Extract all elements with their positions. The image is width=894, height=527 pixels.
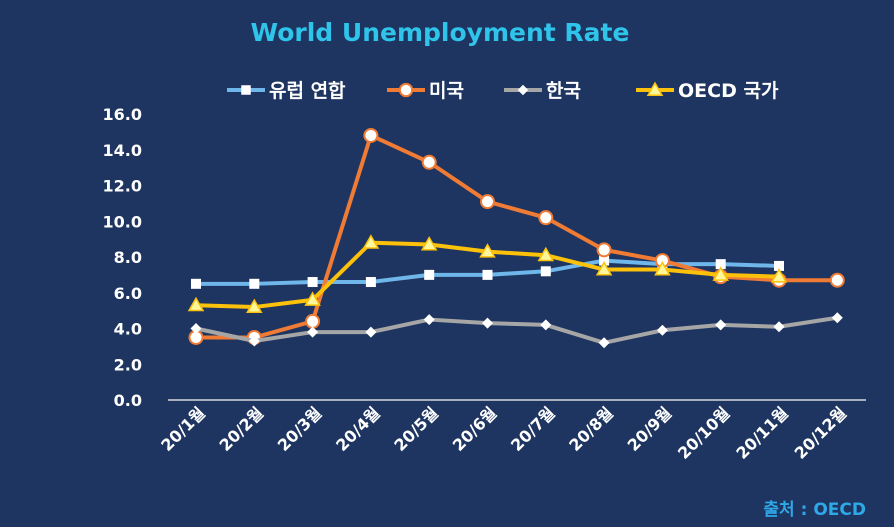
data-point-circle xyxy=(305,313,321,329)
data-point-diamond xyxy=(773,321,785,333)
y-tick-label: 10.0 xyxy=(103,212,142,231)
legend-label: OECD 국가 xyxy=(678,80,779,102)
y-tick-label: 8.0 xyxy=(114,248,142,267)
data-point-diamond xyxy=(540,319,552,331)
data-point-square xyxy=(482,269,493,280)
x-axis: 20/1월 20/2월 20/3월 20/4월 20/5월 20/6월 20/7월 20/8월… xyxy=(157,403,850,462)
x-tick-label: 20/9월 xyxy=(624,403,676,455)
series-layer xyxy=(187,127,845,349)
data-point-square xyxy=(241,85,251,95)
x-tick-label: 20/12월 xyxy=(791,403,850,462)
data-point-triangle xyxy=(479,243,496,258)
data-point-square xyxy=(424,269,435,280)
data-point-square xyxy=(365,277,376,288)
data-point-diamond xyxy=(307,326,319,338)
y-tick-label: 4.0 xyxy=(114,320,142,339)
data-point-circle xyxy=(829,272,845,288)
data-point-square xyxy=(249,278,260,289)
x-tick-label: 20/6월 xyxy=(449,403,501,455)
y-tick-label: 12.0 xyxy=(103,177,142,196)
y-tick-label: 2.0 xyxy=(114,355,142,374)
legend-item: 유럽 연합 xyxy=(227,80,346,102)
data-point-triangle xyxy=(770,268,788,283)
x-tick-label: 20/4월 xyxy=(332,403,384,455)
data-point-circle xyxy=(398,82,414,98)
y-tick-label: 14.0 xyxy=(103,141,142,160)
legend-label: 한국 xyxy=(546,80,581,102)
data-point-square xyxy=(774,260,784,271)
data-point-circle xyxy=(480,194,495,210)
data-point-triangle xyxy=(362,234,380,249)
data-point-diamond xyxy=(423,314,435,326)
data-point-diamond xyxy=(656,324,668,336)
data-point-triangle xyxy=(304,291,321,306)
series-line xyxy=(194,315,840,345)
y-axis: 0.0 2.0 4.0 6.0 8.0 10.0 12.0 14.0 16.0 xyxy=(103,105,142,410)
data-point-diamond xyxy=(598,337,610,349)
series-circle xyxy=(188,127,845,345)
y-tick-label: 6.0 xyxy=(114,284,142,303)
data-point-diamond xyxy=(482,317,493,329)
data-point-diamond xyxy=(715,319,727,331)
data-point-diamond xyxy=(190,323,202,334)
data-point-square xyxy=(715,259,726,270)
data-point-square xyxy=(191,278,201,289)
data-point-square xyxy=(307,277,318,288)
legend-label: 유럽 연합 xyxy=(269,80,346,102)
chart-title: World Unemployment Rate xyxy=(251,18,630,47)
data-point-triangle xyxy=(420,235,438,251)
x-tick-label: 20/8월 xyxy=(565,403,617,455)
data-point-diamond xyxy=(365,326,377,338)
data-point-triangle xyxy=(595,261,613,276)
legend-item: OECD 국가 xyxy=(636,80,779,102)
data-point-triangle xyxy=(537,246,555,262)
data-point-diamond xyxy=(517,84,529,96)
data-point-square xyxy=(540,266,551,277)
x-tick-label: 20/2월 xyxy=(216,403,268,455)
data-point-triangle xyxy=(654,261,671,276)
y-tick-label: 0.0 xyxy=(114,391,142,410)
x-tick-label: 20/10월 xyxy=(674,403,733,462)
source-note: 출처 : OECD xyxy=(763,500,866,520)
data-point-triangle xyxy=(246,298,263,314)
legend-label: 미국 xyxy=(429,80,464,102)
data-point-triangle xyxy=(187,296,205,312)
data-point-circle xyxy=(421,154,437,170)
series-diamond xyxy=(190,312,843,349)
data-point-circle xyxy=(363,127,379,143)
legend-item: 한국 xyxy=(504,80,581,102)
data-point-triangle xyxy=(646,81,664,96)
x-tick-label: 20/5월 xyxy=(390,403,442,455)
x-tick-label: 20/11월 xyxy=(732,403,791,462)
x-tick-label: 20/1월 xyxy=(157,403,209,455)
y-tick-label: 16.0 xyxy=(103,105,142,124)
series-triangle xyxy=(187,234,788,314)
legend-item: 미국 xyxy=(387,80,464,102)
data-point-circle xyxy=(538,210,554,226)
data-point-diamond xyxy=(248,335,260,347)
x-tick-label: 20/3월 xyxy=(274,403,326,455)
legend: 유럽 연합 미국 한국 OECD 국가 xyxy=(227,80,779,102)
series-line xyxy=(194,133,840,340)
data-point-square xyxy=(599,255,610,266)
data-point-triangle xyxy=(712,266,729,281)
x-tick-label: 20/7월 xyxy=(507,403,559,455)
data-point-circle xyxy=(596,242,612,258)
data-point-diamond xyxy=(831,312,843,324)
